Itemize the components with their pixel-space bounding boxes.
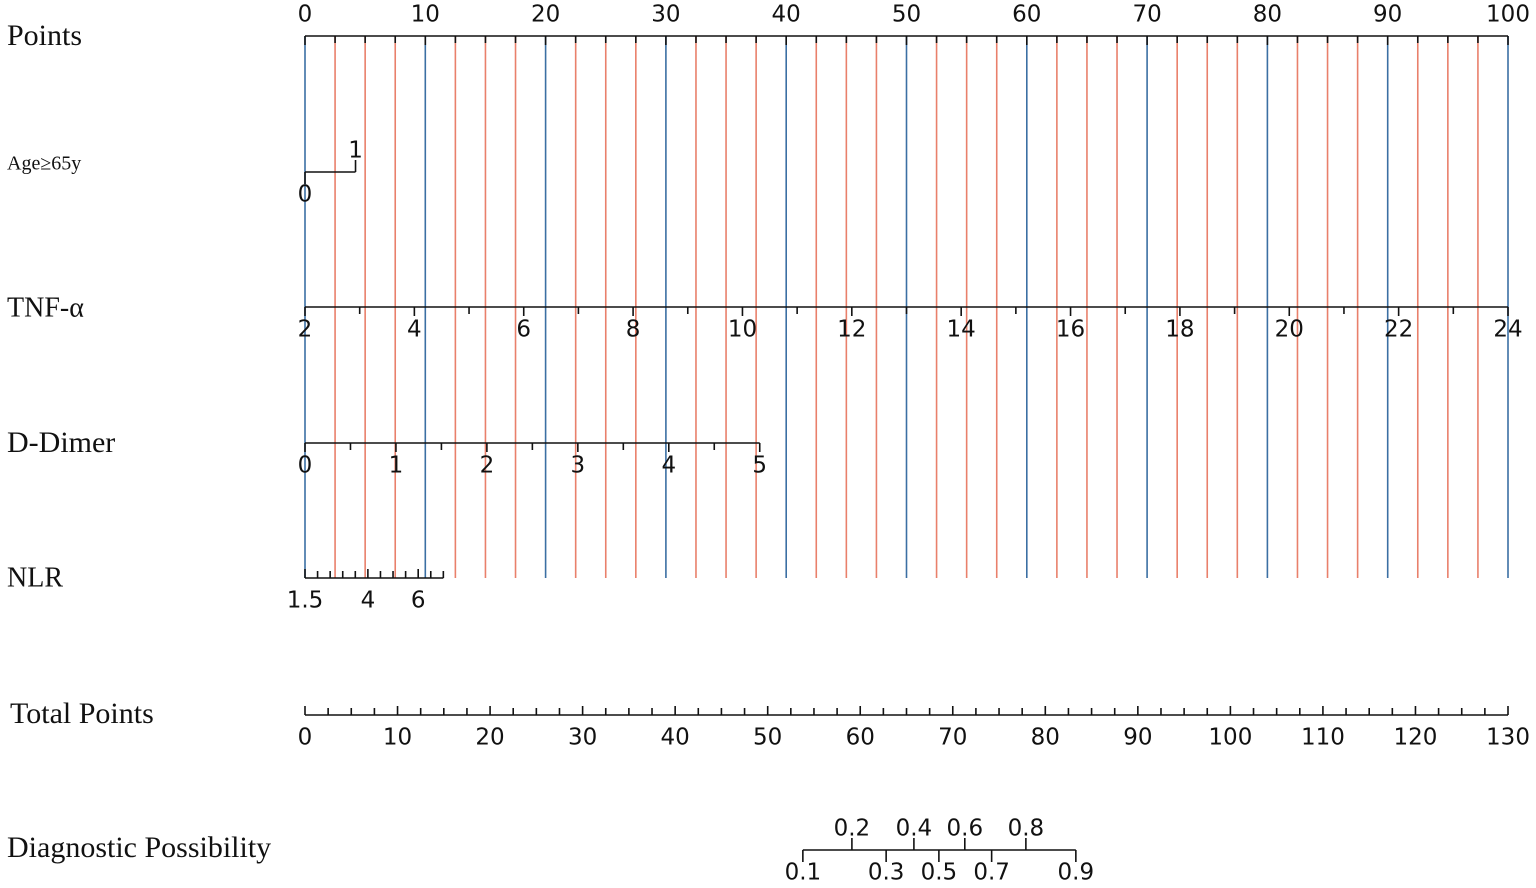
tick-label: 18 [1165, 317, 1194, 343]
tick-label: 10 [383, 725, 412, 751]
tick-label: 1 [348, 138, 363, 164]
tick-label: 40 [661, 725, 690, 751]
tick-label: 0.7 [973, 860, 1010, 886]
tick-label: 20 [531, 2, 560, 28]
tick-label: 4 [661, 453, 676, 479]
tick-label: 5 [752, 453, 767, 479]
tick-label: 14 [947, 317, 976, 343]
tick-label: 80 [1031, 725, 1060, 751]
row-name: D-Dimer [7, 426, 115, 459]
tick-label: 120 [1394, 725, 1438, 751]
tick-label: 1.5 [287, 588, 324, 614]
tick-label: 0 [298, 453, 313, 479]
row-name: Age≥65y [7, 153, 81, 175]
row-name: NLR [7, 562, 63, 593]
tick-label: 16 [1056, 317, 1085, 343]
tick-label: 50 [753, 725, 782, 751]
tick-label: 130 [1486, 725, 1530, 751]
tick-label: 0 [298, 725, 313, 751]
tick-label: 24 [1493, 317, 1522, 343]
tick-label: 10 [728, 317, 757, 343]
tick-label: 2 [298, 317, 313, 343]
tick-label: 0.8 [1008, 816, 1045, 842]
tick-label: 100 [1208, 725, 1252, 751]
tick-label: 4 [361, 588, 376, 614]
tick-label: 90 [1373, 2, 1402, 28]
tick-label: 22 [1384, 317, 1413, 343]
tick-label: 8 [626, 317, 641, 343]
tick-label: 10 [411, 2, 440, 28]
tick-label: 60 [1012, 2, 1041, 28]
tick-label: 80 [1253, 2, 1282, 28]
tick-label: 0.5 [921, 860, 958, 886]
row-name: TNF-α [7, 292, 84, 323]
row-name: Points [7, 19, 82, 52]
tick-label: 0.6 [947, 816, 984, 842]
tick-label: 12 [837, 317, 866, 343]
tick-label: 0.9 [1058, 860, 1095, 886]
tick-label: 30 [651, 2, 680, 28]
tick-label: 30 [568, 725, 597, 751]
tick-label: 6 [516, 317, 531, 343]
tick-label: 100 [1486, 2, 1530, 28]
tick-label: 50 [892, 2, 921, 28]
tick-label: 3 [571, 453, 586, 479]
row-name: Diagnostic Possibility [7, 831, 271, 864]
tick-label: 0.4 [896, 816, 933, 842]
tick-label: 70 [938, 725, 967, 751]
tick-label: 20 [1275, 317, 1304, 343]
tick-label: 60 [846, 725, 875, 751]
tick-label: 0.2 [834, 816, 871, 842]
tick-label: 20 [475, 725, 504, 751]
tick-label: 110 [1301, 725, 1345, 751]
tick-label: 1 [389, 453, 404, 479]
tick-label: 90 [1123, 725, 1152, 751]
tick-label: 70 [1132, 2, 1161, 28]
tick-label: 0.3 [868, 860, 905, 886]
tick-label: 0 [298, 2, 313, 28]
row-name: Total Points [10, 697, 154, 730]
tick-label: 6 [411, 588, 426, 614]
tick-label: 0 [298, 182, 313, 208]
tick-label: 4 [407, 317, 422, 343]
tick-label: 40 [772, 2, 801, 28]
tick-label: 2 [480, 453, 495, 479]
tick-label: 0.1 [785, 860, 822, 886]
